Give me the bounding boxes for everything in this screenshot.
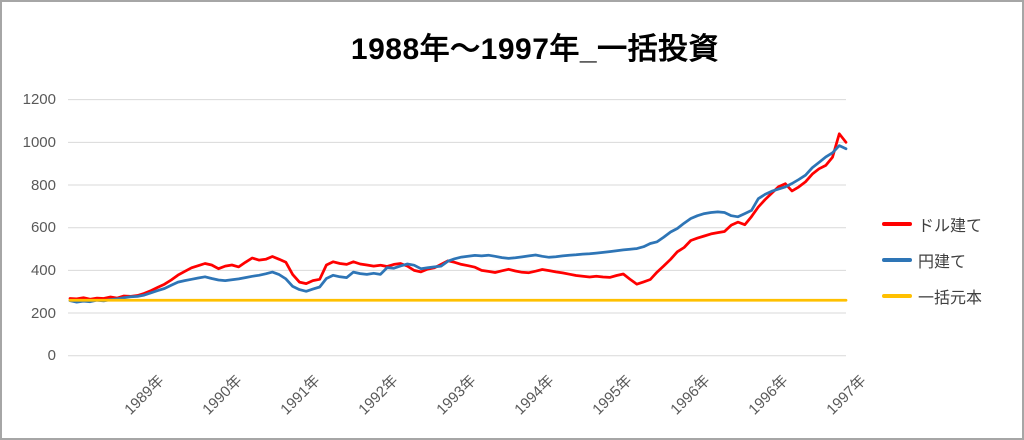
- y-axis-label-400: 400: [30, 261, 56, 279]
- y-axis-label-1000: 1000: [22, 133, 56, 151]
- legend: ドル建て 円建て 一括元本: [882, 206, 982, 314]
- y-axis-label-600: 600: [30, 219, 56, 237]
- y-axis-label-1200: 1200: [22, 91, 56, 109]
- series-line-1: [68, 144, 848, 304]
- legend-item-yen[interactable]: 円建て: [882, 242, 982, 278]
- y-axis-label-0: 0: [47, 347, 56, 365]
- legend-label-yen: 円建て: [918, 254, 967, 271]
- legend-item-dollar[interactable]: ドル建て: [882, 206, 982, 242]
- yen-line-swatch-icon: [882, 258, 912, 262]
- y-axis-label-800: 800: [30, 176, 56, 194]
- series-line-0: [68, 132, 848, 301]
- legend-label-dollar: ドル建て: [918, 218, 983, 235]
- legend-label-principal: 一括元本: [918, 290, 983, 307]
- principal-line-swatch-icon: [882, 294, 912, 298]
- dollar-line-swatch-icon: [882, 222, 912, 226]
- chart-title: 1988年〜1997年_一括投資: [350, 33, 720, 66]
- y-axis-label-200: 200: [30, 304, 56, 322]
- legend-item-principal[interactable]: 一括元本: [882, 278, 982, 314]
